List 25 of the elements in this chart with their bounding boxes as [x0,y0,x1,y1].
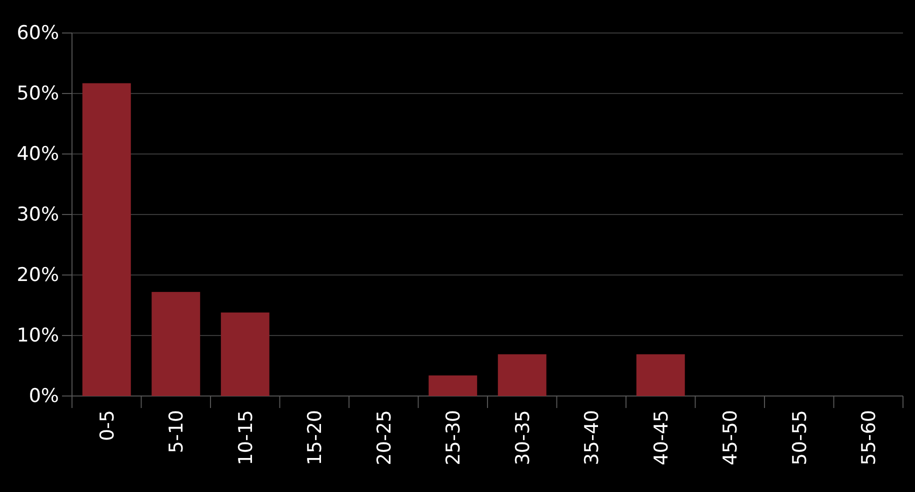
x-tick-label: 45-50 [720,410,742,466]
y-tick-label: 20% [16,264,59,286]
x-tick-label: 35-40 [581,410,604,466]
bar [498,354,546,396]
bar [220,312,270,396]
x-tick-label: 10-15 [234,410,257,466]
x-tick-label: 40-45 [650,410,672,466]
y-tick-label: 40% [16,143,59,166]
bar [152,292,200,396]
x-tick-label: 15-20 [304,410,326,466]
y-tick-label: 10% [16,324,59,347]
y-tick-label: 0% [28,385,59,408]
bar [428,375,478,396]
y-tick-label: 60% [16,22,59,44]
x-tick-label: 0-5 [96,410,118,442]
x-tick-label: 30-35 [512,410,534,466]
y-tick-label: 50% [16,82,59,105]
y-tick-label: 30% [16,204,59,226]
bar [82,83,131,396]
x-tick-label: 50-55 [788,410,811,466]
bar [636,354,685,396]
x-tick-label: 5-10 [166,410,188,454]
x-tick-label: 20-25 [373,410,396,466]
x-tick-label: 25-30 [442,410,465,466]
x-tick-label: 55-60 [858,410,880,466]
